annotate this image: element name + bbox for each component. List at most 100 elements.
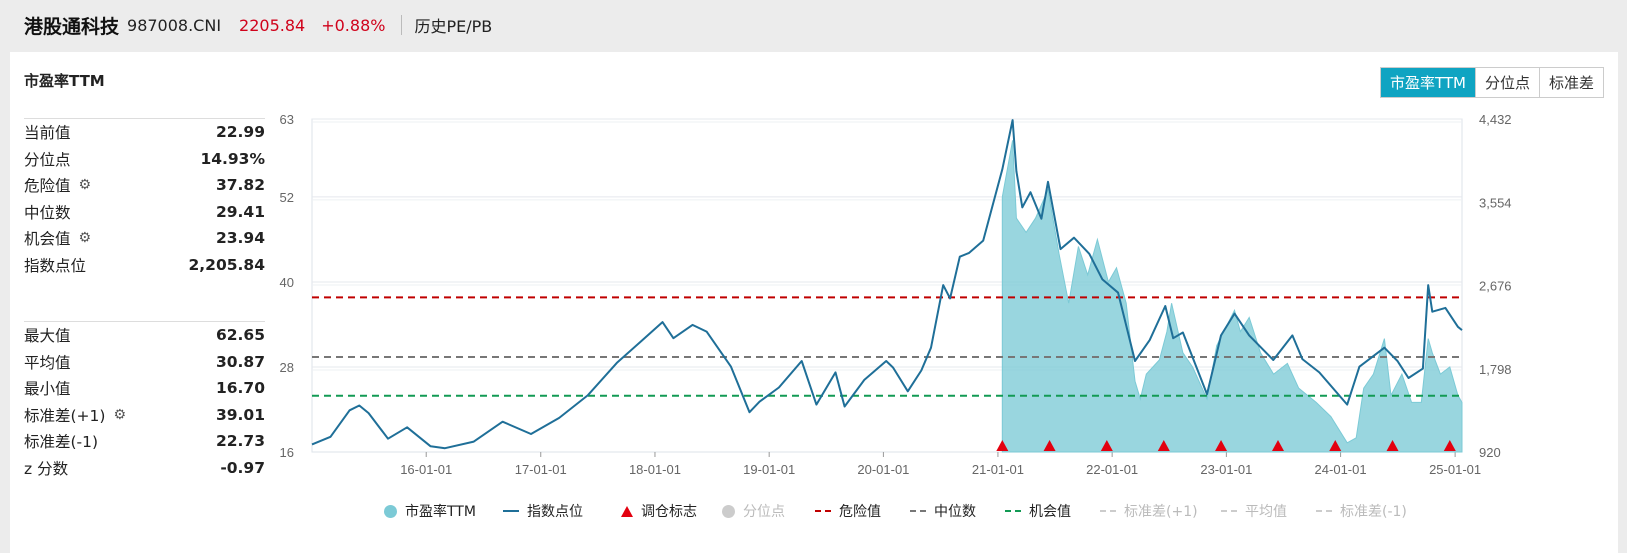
legend-item[interactable]: 标准差(-1) (1316, 501, 1407, 521)
pe-chart: 16 28 40 52 63 920 1,798 2,676 3,554 4,432 16-01-0… (280, 112, 1512, 477)
stat-value: 14.93% (200, 149, 265, 168)
x-tick-label: 16-01-01 (400, 462, 452, 477)
rebalance-marker (996, 440, 1009, 451)
stat-value: 2,205.84 (188, 255, 266, 274)
stat-row: 最大值 62.65 (24, 322, 265, 349)
x-tick-label: 22-01-01 (1086, 462, 1138, 477)
legend-line-icon (503, 510, 519, 512)
stat-label: 分位点 (24, 150, 71, 169)
legend-label: 危险值 (839, 504, 881, 520)
legend-item[interactable]: 调仓标志 (621, 501, 697, 521)
index-points-line (311, 119, 1463, 450)
rebalance-marker (1215, 440, 1228, 451)
legend-label: 市盈率TTM (405, 504, 476, 520)
stat-row: 平均值 30.87 (24, 349, 265, 376)
x-tick-label: 24-01-01 (1315, 462, 1367, 477)
stat-label: 指数点位 (24, 256, 87, 275)
stat-value: 37.82 (215, 176, 265, 195)
stat-label: 机会值 (24, 230, 71, 249)
right-tick-label: 3,554 (1479, 195, 1512, 210)
tab-percentile[interactable]: 分位点 (1474, 68, 1539, 97)
legend-dash-icon (910, 510, 926, 512)
x-tick-label: 21-01-01 (972, 462, 1024, 477)
stat-label: 最大值 (24, 327, 71, 346)
gear-icon[interactable]: ⚙ (113, 406, 127, 423)
legend-label: 机会值 (1029, 504, 1071, 520)
legend-label: 平均值 (1245, 504, 1287, 520)
history-pe-pb-link[interactable]: 历史PE/PB (414, 17, 493, 36)
legend-label: 指数点位 (527, 504, 583, 520)
legend-dash-icon (1100, 510, 1116, 512)
x-tick-label: 25-01-01 (1429, 462, 1481, 477)
legend-item[interactable]: 标准差(+1) (1100, 501, 1198, 521)
stat-value: 29.41 (215, 202, 265, 221)
legend-label: 分位点 (743, 504, 785, 520)
header-bar: 港股通科技 987008.CNI 2205.84 +0.88% 历史PE/PB (0, 0, 1627, 50)
legend-item[interactable]: 平均值 (1221, 501, 1287, 521)
index-name: 港股通科技 (24, 15, 120, 38)
panel-title: 市盈率TTM (24, 72, 105, 90)
legend-dot-icon (722, 504, 735, 518)
tab-pe-ttm[interactable]: 市盈率TTM (1380, 68, 1475, 97)
stat-value: 39.01 (215, 405, 265, 424)
stat-value: 30.87 (215, 352, 265, 371)
legend-dash-icon (815, 510, 831, 512)
legend-label: 标准差(-1) (1340, 504, 1407, 520)
stat-label: 当前值 (24, 124, 71, 143)
legend-dash-icon (1316, 510, 1332, 512)
rebalance-marker (1329, 440, 1342, 451)
stat-row: 指数点位 2,205.84 (24, 252, 265, 279)
legend-dash-icon (1221, 510, 1237, 512)
rebalance-marker (1043, 440, 1056, 451)
legend-label: 中位数 (934, 504, 976, 520)
gear-icon[interactable]: ⚙ (78, 230, 92, 247)
header-divider (401, 15, 403, 35)
stat-row: 最小值 16.70 (24, 375, 265, 402)
metric-tabs: 市盈率TTM 分位点 标准差 (1379, 67, 1604, 98)
legend-item[interactable]: 危险值 (815, 501, 881, 521)
stat-row: 标准差(+1) ⚙ 39.01 (24, 402, 265, 429)
legend-item[interactable]: 指数点位 (503, 501, 583, 521)
valuation-card: 市盈率TTM 市盈率TTM 分位点 标准差 当前值 22.99 分位点 14.93%… (10, 52, 1618, 553)
index-code: 987008.CNI (127, 15, 222, 35)
stat-label: 平均值 (24, 353, 71, 372)
left-tick-label: 40 (280, 275, 294, 290)
stat-row: 机会值 ⚙ 23.94 (24, 225, 265, 252)
x-tick-label: 17-01-01 (515, 462, 567, 477)
tab-std-dev[interactable]: 标准差 (1538, 68, 1603, 97)
x-tick-label: 20-01-01 (857, 462, 909, 477)
left-tick-label: 16 (280, 445, 294, 460)
stat-row: 中位数 29.41 (24, 199, 265, 226)
rebalance-marker (1272, 440, 1284, 451)
legend-label: 标准差(+1) (1124, 504, 1198, 520)
legend-dot-icon (384, 504, 397, 518)
stat-value: 23.94 (215, 229, 265, 248)
right-tick-label: 1,798 (1479, 362, 1512, 377)
stats-current: 当前值 22.99 分位点 14.93% 危险值 ⚙ 37.82 中位数 29.41 机会… (24, 118, 265, 278)
stat-label: 中位数 (24, 203, 71, 222)
legend-item[interactable]: 机会值 (1005, 501, 1071, 521)
gear-icon[interactable]: ⚙ (78, 177, 92, 194)
stat-row: 当前值 22.99 (24, 119, 265, 146)
right-tick-label: 920 (1479, 445, 1501, 460)
stat-label: 标准差(+1) (24, 406, 106, 425)
index-price: 2205.84 (239, 15, 306, 35)
stat-value: 62.65 (215, 326, 265, 345)
legend-item[interactable]: 市盈率TTM (384, 501, 476, 521)
x-tick-label: 18-01-01 (629, 462, 681, 477)
rebalance-marker (1386, 440, 1399, 451)
pe-ttm-area (1001, 140, 1463, 453)
stat-row: 危险值 ⚙ 37.82 (24, 172, 265, 199)
stat-value: 16.70 (215, 379, 265, 398)
legend-item[interactable]: 分位点 (722, 501, 785, 521)
x-tick-label: 19-01-01 (743, 462, 795, 477)
index-change: +0.88% (321, 15, 386, 35)
legend-item[interactable]: 中位数 (910, 501, 976, 521)
x-tick-label: 23-01-01 (1200, 462, 1252, 477)
legend-dash-icon (1005, 510, 1021, 512)
chart-legend: 市盈率TTM 指数点位 调仓标志 分位点 危险值 中位数 机会值 标准差(+1) 平均值 标准差(… (10, 501, 1618, 521)
rebalance-marker (1443, 440, 1456, 451)
right-tick-label: 4,432 (1479, 112, 1512, 127)
left-tick-label: 52 (280, 190, 294, 205)
stat-label: 标准差(-1) (24, 433, 99, 452)
